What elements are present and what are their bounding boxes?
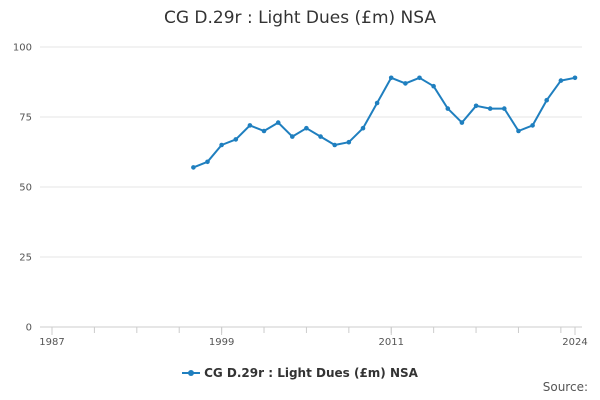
data-point — [233, 137, 239, 142]
x-tick-label: 2011 — [379, 337, 404, 348]
data-point — [360, 125, 366, 131]
data-point — [191, 165, 196, 170]
data-point — [219, 142, 224, 148]
data-point — [388, 75, 394, 81]
data-point — [459, 120, 465, 125]
series-line — [193, 76, 576, 169]
legend-line-marker-icon — [182, 368, 201, 378]
x-tick-label: 2024 — [562, 337, 587, 348]
data-point — [502, 106, 507, 111]
data-point — [445, 106, 451, 111]
data-point — [487, 106, 493, 111]
y-tick-label: 25 — [19, 253, 32, 264]
data-point — [247, 123, 253, 128]
data-point — [572, 75, 578, 81]
data-point — [332, 142, 338, 148]
y-tick-label: 100 — [13, 43, 32, 54]
legend-item[interactable]: CG D.29r : Light Dues (£m) NSA — [182, 366, 418, 380]
data-point — [318, 134, 323, 139]
data-point — [304, 125, 309, 131]
x-tick-label: 1987 — [39, 337, 64, 348]
legend[interactable]: CG D.29r : Light Dues (£m) NSA — [0, 366, 600, 381]
data-point — [431, 83, 436, 89]
data-point — [417, 75, 422, 81]
chart-title: CG D.29r : Light Dues (£m) NSA — [163, 8, 436, 28]
data-point — [473, 103, 479, 109]
x-tick-label: 1999 — [209, 337, 234, 348]
source-label: Source: — [542, 380, 588, 394]
data-point — [374, 100, 380, 106]
y-tick-label: 0 — [26, 323, 32, 334]
data-point — [516, 128, 521, 134]
data-point — [290, 134, 295, 139]
data-point — [403, 81, 408, 86]
data-point — [261, 128, 267, 134]
legend-label: CG D.29r : Light Dues (£m) NSA — [204, 366, 418, 380]
data-point — [530, 123, 535, 128]
y-tick-label: 50 — [19, 183, 32, 194]
data-point — [544, 97, 549, 103]
data-point — [558, 78, 564, 83]
data-point — [346, 139, 352, 145]
data-point — [205, 159, 210, 165]
y-tick-label: 75 — [19, 113, 32, 124]
data-point — [275, 120, 281, 125]
